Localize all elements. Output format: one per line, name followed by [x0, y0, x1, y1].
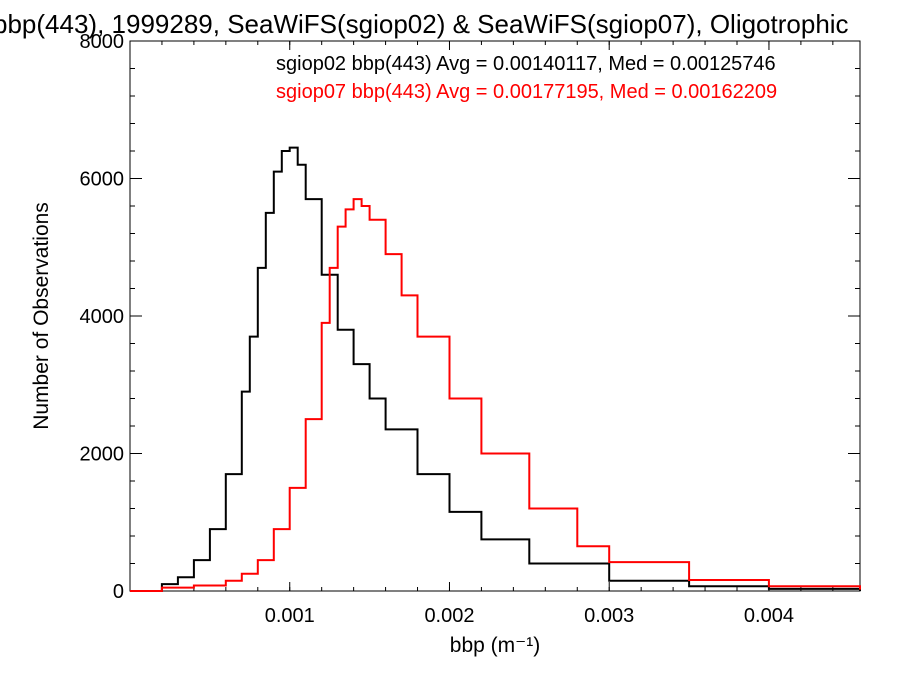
x-tick-label: 0.001: [265, 605, 315, 627]
y-tick-label: 6000: [80, 169, 125, 191]
x-tick-label: 0.003: [584, 605, 634, 627]
plot-frame: [129, 40, 861, 592]
y-tick-label: 4000: [80, 306, 125, 328]
y-tick-label: 0: [113, 581, 124, 603]
histogram-series-2: [130, 198, 861, 592]
histogram-series-1: [130, 146, 861, 592]
x-tick-label: 0.004: [744, 605, 794, 627]
legend-sgiop02: sgiop02 bbp(443) Avg = 0.00140117, Med =…: [276, 53, 776, 75]
legend-sgiop07: sgiop07 bbp(443) Avg = 0.00177195, Med =…: [276, 81, 777, 103]
chart-title: bbp(443), 1999289, SeaWiFS(sgiop02) & Se…: [0, 9, 849, 39]
y-axis-label: Number of Observations: [30, 202, 53, 430]
x-tick-label: 0.002: [424, 605, 474, 627]
y-tick-label: 8000: [80, 31, 125, 53]
plot-area: 0.001 0.002 0.003 0.004 0 2000 4000 6000 8000: [80, 31, 861, 627]
x-axis-label: bbp (m⁻¹): [450, 634, 540, 657]
y-tick-label: 2000: [80, 444, 125, 466]
